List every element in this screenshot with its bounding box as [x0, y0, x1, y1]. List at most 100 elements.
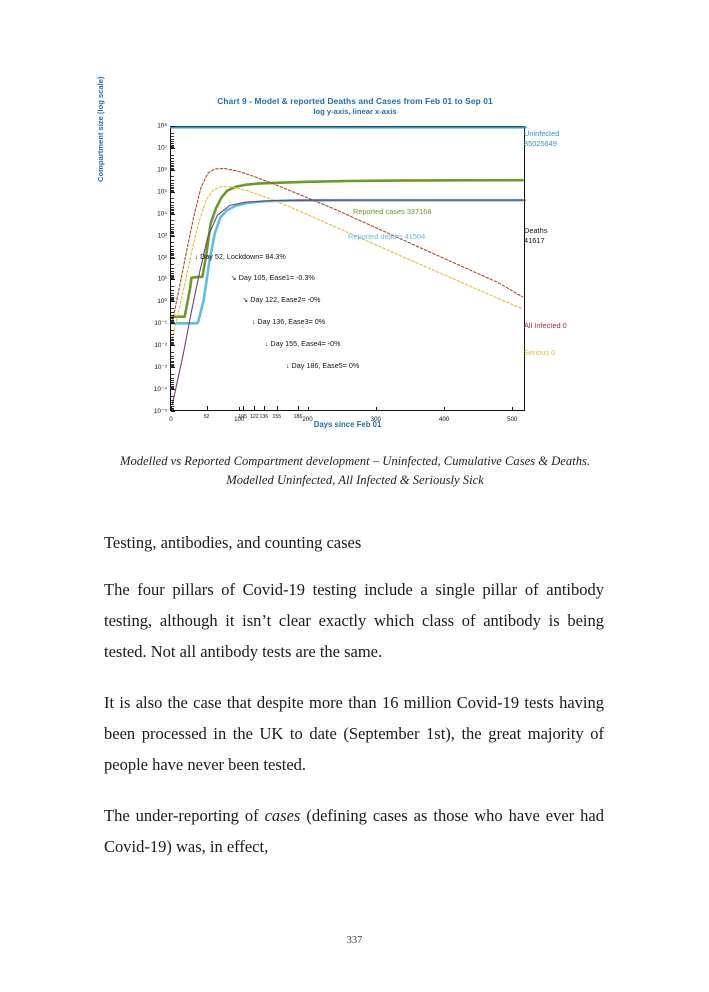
y-axis-minor-tick [171, 143, 174, 145]
chart-subtitle: log y-axis, linear x-axis [313, 107, 397, 116]
y-axis-minor-tick [171, 407, 174, 409]
y-axis-minor-tick [171, 207, 174, 209]
y-axis-tick-label: 10⁷ [157, 144, 167, 152]
x-axis-tick-label: 200 [302, 416, 313, 423]
plot-area: 10⁸ 10⁷ 10⁶ 10⁵ 10⁴ 10³ 10² 10¹ 10⁰ 10⁻¹ 10⁻² 10⁻³ 1… [154, 123, 527, 423]
y-axis-minor-tick [171, 316, 174, 318]
y-axis-minor-tick [171, 188, 174, 190]
y-axis-tick-mark [171, 301, 175, 303]
y-axis-minor-tick [171, 139, 174, 141]
event-tick-mark [206, 406, 208, 411]
y-axis-minor-tick [171, 246, 174, 248]
y-axis-title: Compartment size (log scale) [96, 76, 105, 183]
y-axis-tick-label: 10⁻³ [154, 364, 167, 372]
y-axis-minor-tick [171, 373, 174, 375]
y-axis-minor-tick [171, 360, 174, 362]
y-axis-minor-tick [171, 146, 174, 148]
y-axis-minor-tick [171, 300, 174, 302]
y-axis-tick-label: 10⁴ [157, 210, 167, 218]
y-axis-minor-tick [171, 250, 174, 252]
y-axis-minor-tick [171, 355, 174, 357]
y-axis-minor-tick [171, 226, 174, 228]
y-axis-tick-label: 10⁻⁴ [153, 386, 167, 394]
paragraph-3-a: The under-reporting of [104, 806, 265, 825]
y-axis-minor-tick [171, 189, 174, 191]
chart-figure: Chart 9 - Model & reported Deaths and Ca… [96, 77, 600, 435]
y-axis-minor-tick [171, 286, 174, 288]
y-axis-minor-tick [171, 322, 174, 324]
y-axis-minor-tick [171, 186, 174, 188]
y-axis-minor-tick [171, 388, 174, 390]
y-axis-minor-tick [171, 402, 174, 404]
y-axis-tick-label: 10⁻⁵ [153, 408, 167, 415]
curve-layer [170, 126, 527, 405]
y-axis-minor-tick [171, 409, 174, 411]
y-axis-minor-tick [171, 340, 174, 342]
paragraph-3: The under-reporting of cases (defining c… [104, 800, 604, 862]
y-axis-minor-tick [171, 321, 174, 323]
y-axis-tick-mark [171, 279, 175, 281]
y-axis-minor-tick [171, 208, 174, 210]
y-axis-minor-tick [171, 229, 174, 231]
y-axis-minor-tick [171, 344, 174, 346]
y-axis-minor-tick [171, 386, 174, 388]
y-axis-minor-tick [171, 297, 174, 299]
y-axis-minor-tick [171, 190, 174, 192]
y-axis-tick-mark [171, 191, 175, 193]
label-deaths-value: 41617 [524, 236, 545, 245]
chart-title: Chart 9 - Model & reported Deaths and Ca… [217, 96, 493, 106]
y-axis-tick-mark [171, 323, 175, 325]
y-axis-tick-mark [171, 367, 175, 369]
y-axis-minor-tick [171, 395, 174, 397]
y-axis-tick-label: 10⁵ [157, 188, 167, 196]
y-axis-minor-tick [171, 220, 174, 222]
y-axis-minor-tick [171, 404, 174, 406]
event-tick-mark [242, 406, 244, 411]
x-axis-tick-label: 100 [234, 416, 245, 423]
x-axis-tick-mark [375, 407, 377, 411]
y-axis-minor-tick [171, 210, 174, 212]
y-axis-tick-mark [171, 213, 175, 215]
chart-annotation: ↓ Day 136, Ease3= 0% [251, 317, 326, 327]
y-axis-minor-tick [171, 158, 174, 160]
event-tick-label: 105 [238, 414, 247, 420]
y-axis-minor-tick [171, 264, 174, 266]
page-number: 337 [346, 935, 363, 946]
y-axis-minor-tick [171, 168, 174, 170]
x-axis-tick-label: 300 [370, 416, 381, 423]
y-axis-minor-tick [171, 274, 174, 276]
y-axis-minor-tick [171, 248, 174, 250]
y-axis-minor-tick [171, 255, 174, 257]
x-axis-tick-mark [444, 407, 446, 411]
y-axis-minor-tick [171, 341, 174, 343]
y-axis-minor-tick [171, 198, 174, 200]
event-tick-mark [263, 406, 265, 411]
y-axis-tick-label: 10³ [157, 232, 167, 240]
y-axis-tick-mark [171, 169, 175, 171]
series-line-seriously-sick [171, 185, 524, 340]
chart-annotation: ↓ Day 52, Lockdown= 84.3% [194, 251, 286, 261]
y-axis-minor-tick [171, 254, 174, 256]
y-axis-minor-tick [171, 277, 174, 279]
y-axis-minor-tick [171, 232, 174, 234]
y-axis-tick-mark [171, 147, 175, 149]
y-axis-minor-tick [171, 343, 174, 345]
label-reported-deaths: Reported deaths 41504 [348, 232, 426, 241]
y-axis-minor-tick [171, 164, 174, 166]
y-axis-minor-tick [171, 166, 174, 168]
y-axis-minor-tick [171, 230, 174, 232]
bottom-axis [171, 409, 524, 411]
y-axis-minor-tick [171, 180, 174, 182]
y-axis-minor-tick [171, 183, 174, 185]
figure-caption: Modelled vs Reported Compartment develop… [100, 452, 610, 490]
event-tick-label: 52 [203, 414, 210, 420]
y-axis-tick-label: 10⁰ [157, 298, 167, 306]
y-axis-minor-tick [171, 365, 174, 367]
y-axis-minor-tick [171, 314, 174, 316]
y-axis-minor-tick [171, 311, 174, 313]
y-axis-minor-tick [171, 289, 174, 291]
label-serious: Serious 0 [524, 348, 556, 357]
y-axis-tick-mark [171, 345, 175, 347]
y-axis-minor-tick [171, 380, 174, 382]
y-axis-minor-tick [171, 338, 174, 340]
